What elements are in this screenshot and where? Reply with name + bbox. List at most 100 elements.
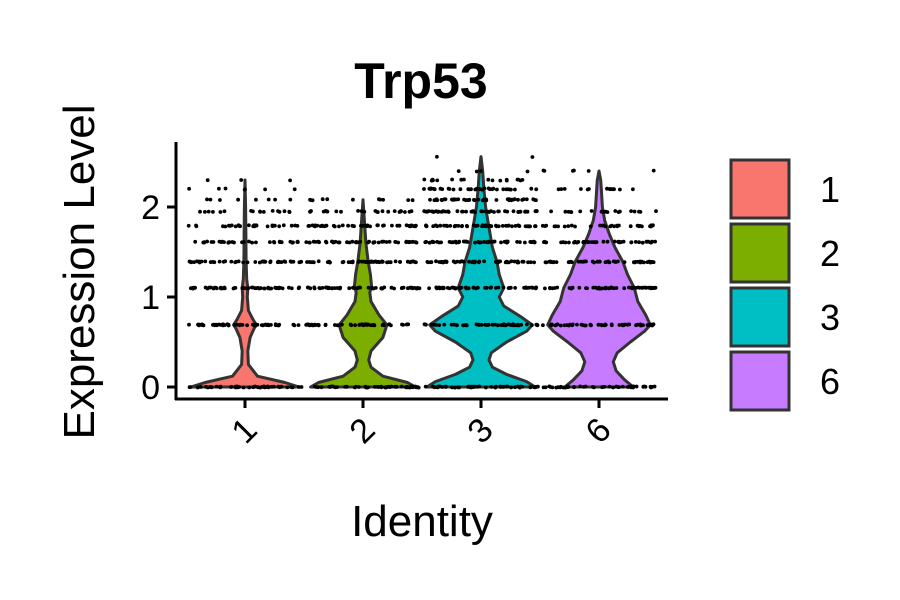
data-point: [396, 240, 401, 245]
data-point: [431, 210, 436, 214]
data-point: [380, 260, 385, 264]
data-point: [364, 385, 368, 390]
data-point: [275, 260, 280, 265]
data-point: [614, 286, 619, 290]
data-point: [329, 384, 334, 389]
data-point: [457, 285, 462, 290]
data-point: [474, 322, 479, 327]
data-point: [456, 240, 461, 245]
data-point: [464, 239, 468, 244]
data-point: [475, 223, 480, 228]
data-point: [241, 385, 246, 390]
data-point: [413, 240, 418, 245]
data-point: [518, 178, 523, 183]
data-point: [617, 323, 622, 327]
data-point: [259, 286, 263, 290]
data-point: [395, 223, 400, 228]
data-point: [450, 385, 454, 390]
data-point: [227, 240, 232, 245]
data-point: [563, 209, 568, 214]
data-point: [633, 240, 638, 244]
data-point: [356, 385, 361, 389]
data-point: [554, 260, 559, 264]
data-point: [471, 259, 476, 264]
data-point: [341, 260, 346, 264]
data-point: [611, 385, 615, 390]
violin-3: [425, 155, 537, 389]
data-point: [372, 240, 377, 245]
data-point: [279, 260, 284, 264]
data-point: [381, 197, 385, 202]
data-point: [218, 385, 223, 390]
data-point: [254, 223, 259, 228]
data-point: [634, 384, 639, 389]
data-point: [451, 187, 456, 192]
data-point: [490, 178, 495, 183]
data-point: [217, 239, 222, 244]
data-point: [510, 224, 514, 229]
data-point: [335, 385, 339, 389]
data-point: [505, 224, 510, 228]
data-point: [247, 385, 252, 390]
data-point: [621, 239, 626, 244]
data-point: [533, 224, 537, 229]
data-point: [207, 385, 212, 389]
data-point: [305, 322, 310, 327]
data-point: [473, 240, 477, 245]
data-point: [268, 240, 272, 245]
data-point: [277, 322, 282, 327]
data-point: [544, 240, 549, 245]
data-point: [572, 240, 576, 245]
data-point: [288, 197, 293, 202]
data-point: [256, 385, 260, 390]
data-point: [289, 223, 294, 228]
data-point: [462, 197, 466, 202]
data-point: [484, 198, 489, 203]
data-point: [376, 223, 380, 228]
data-point: [241, 260, 246, 265]
data-point: [333, 323, 337, 327]
data-point: [520, 384, 525, 389]
data-point: [233, 224, 238, 229]
data-point: [457, 385, 461, 390]
data-point: [367, 260, 372, 264]
data-point: [532, 260, 536, 265]
legend-swatch-1: [729, 158, 791, 220]
data-point: [500, 224, 505, 228]
data-point: [324, 239, 328, 244]
data-point: [281, 223, 286, 228]
data-point: [444, 260, 449, 264]
data-point: [520, 259, 525, 264]
data-point: [431, 186, 436, 191]
data-point: [609, 286, 614, 290]
data-point: [386, 209, 391, 214]
legend-label: 2: [820, 233, 840, 274]
data-point: [423, 209, 428, 214]
data-point: [211, 210, 215, 214]
data-point: [493, 322, 498, 327]
data-point: [606, 286, 611, 291]
data-point: [263, 259, 268, 264]
data-point: [562, 187, 567, 191]
data-point: [515, 259, 520, 264]
data-point: [218, 198, 222, 202]
data-point: [579, 322, 584, 327]
data-point: [541, 385, 546, 390]
data-point: [331, 223, 336, 228]
legend-label: 3: [820, 297, 840, 338]
data-point: [542, 169, 547, 173]
data-point: [335, 286, 340, 290]
data-point: [464, 224, 469, 228]
data-point: [494, 286, 498, 290]
data-point: [235, 322, 240, 327]
data-point: [351, 197, 355, 202]
data-point: [238, 322, 243, 327]
data-point: [422, 187, 426, 191]
data-point: [603, 285, 608, 290]
data-point: [221, 259, 226, 264]
data-point: [437, 240, 442, 245]
data-point: [645, 260, 650, 264]
data-point: [460, 259, 465, 264]
data-point: [575, 322, 579, 327]
data-point: [524, 286, 529, 290]
